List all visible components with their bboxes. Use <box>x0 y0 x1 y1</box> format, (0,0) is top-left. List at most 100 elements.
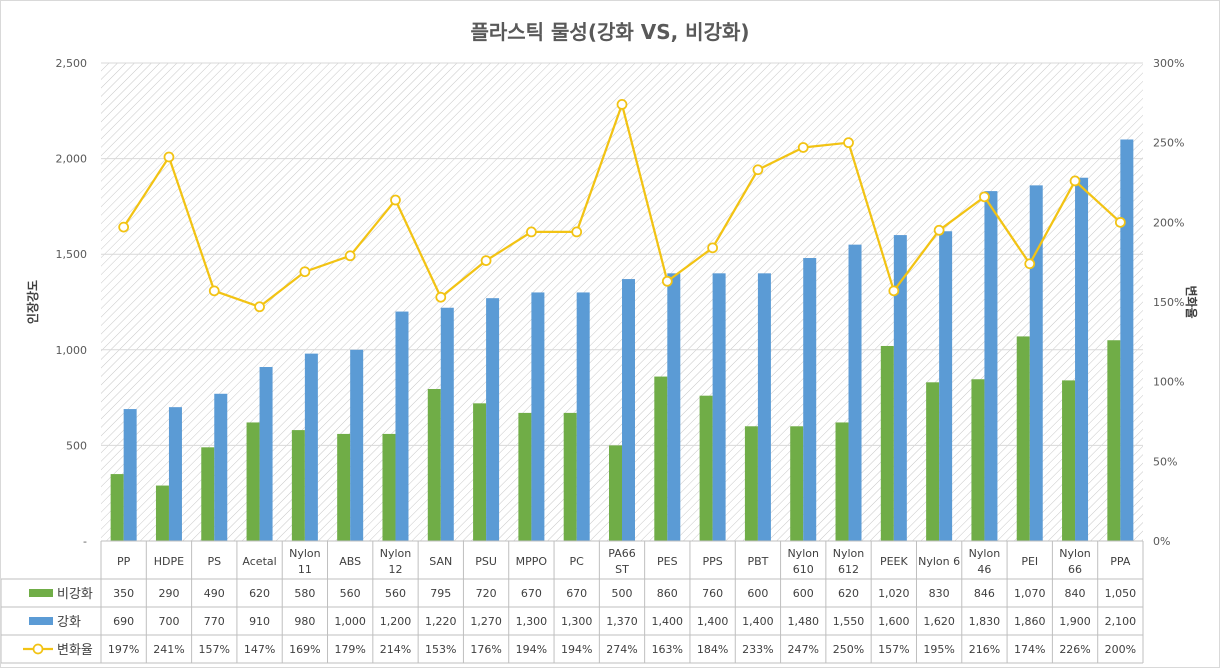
x-tick-label: ST <box>615 563 629 576</box>
y-tick-label: 500 <box>66 439 87 452</box>
bar-unreinforced <box>790 426 804 541</box>
table-cell: 795 <box>430 587 451 600</box>
x-tick-label: PPS <box>702 555 722 568</box>
table-cell: 250% <box>833 643 864 656</box>
table-cell: 670 <box>521 587 542 600</box>
table-cell: 770 <box>204 615 225 628</box>
table-cell: 214% <box>380 643 411 656</box>
bar-reinforced <box>757 273 771 541</box>
table-cell: 1,860 <box>1014 615 1046 628</box>
bar-reinforced <box>531 292 545 541</box>
chart-title: 플라스틱 물성(강화 VS, 비강화) <box>470 20 749 44</box>
x-tick-label: 610 <box>793 563 814 576</box>
table-cell: 169% <box>289 643 320 656</box>
x-tick-label: PES <box>657 555 678 568</box>
table-cell: 147% <box>244 643 275 656</box>
table-cell: 195% <box>923 643 954 656</box>
change-rate-point <box>752 164 764 176</box>
change-rate-point <box>888 285 900 297</box>
change-rate-point <box>661 275 673 287</box>
table-cell: 1,020 <box>878 587 910 600</box>
x-tick-label: Nylon <box>833 547 865 560</box>
x-tick-label: PEI <box>1021 555 1038 568</box>
bar-reinforced <box>350 349 364 541</box>
table-cell: 600 <box>747 587 768 600</box>
bar-reinforced <box>667 273 681 541</box>
table-cell: 157% <box>878 643 909 656</box>
table-cell: 910 <box>249 615 270 628</box>
bar-unreinforced <box>1016 336 1030 541</box>
bar-unreinforced <box>382 433 396 541</box>
x-tick-label: PC <box>570 555 585 568</box>
legend-key-marker <box>32 643 44 655</box>
bar-unreinforced <box>880 345 894 541</box>
x-tick-label: PA66 <box>608 547 635 560</box>
table-cell: 274% <box>606 643 637 656</box>
table-cell: 1,220 <box>425 615 457 628</box>
change-rate-point <box>843 137 854 149</box>
table-cell: 1,070 <box>1014 587 1046 600</box>
bar-unreinforced <box>699 395 713 541</box>
x-tick-label: 46 <box>977 563 991 576</box>
bar-reinforced <box>622 279 635 541</box>
bar-reinforced <box>848 244 862 541</box>
bar-reinforced <box>123 409 137 541</box>
bar-unreinforced <box>1062 380 1076 541</box>
change-rate-point <box>480 255 492 266</box>
table-cell: 560 <box>385 587 406 600</box>
table-cell: 1,300 <box>561 615 593 628</box>
x-tick-label: PS <box>207 555 221 568</box>
bar-reinforced <box>440 307 454 541</box>
table-cell: 184% <box>697 643 728 656</box>
bar-unreinforced <box>473 403 487 541</box>
table-cell: 179% <box>334 643 365 656</box>
bar-unreinforced <box>971 379 985 541</box>
change-rate-point <box>118 221 130 233</box>
y-tick-label: - <box>83 535 87 548</box>
legend-label: 강화 <box>57 615 81 630</box>
bar-unreinforced <box>155 485 169 541</box>
bar-reinforced <box>893 235 907 541</box>
x-tick-label: Acetal <box>242 555 276 568</box>
bar-unreinforced <box>291 430 305 541</box>
legend-key-unreinforced <box>29 589 53 597</box>
x-tick-label: Nylon <box>787 547 819 560</box>
table-cell: 197% <box>108 643 139 656</box>
table-cell: 760 <box>702 587 723 600</box>
change-rate-point <box>1024 258 1036 270</box>
bar-unreinforced <box>201 447 215 541</box>
change-rate-point <box>390 194 401 206</box>
x-tick-label: HDPE <box>154 555 184 568</box>
table-cell: 690 <box>113 615 134 628</box>
table-cell: 580 <box>294 587 315 600</box>
table-cell: 290 <box>158 587 179 600</box>
table-cell: 163% <box>652 643 683 656</box>
y2-tick-label: 50% <box>1153 455 1177 468</box>
table-cell: 1,270 <box>470 615 502 628</box>
change-rate-point <box>208 285 220 297</box>
bar-reinforced <box>168 407 182 541</box>
table-cell: 830 <box>929 587 950 600</box>
bar-reinforced <box>712 273 726 541</box>
bar-unreinforced <box>926 382 940 541</box>
change-rate-point <box>526 226 537 238</box>
table-cell: 840 <box>1065 587 1086 600</box>
table-cell: 194% <box>561 643 592 656</box>
table-cell: 860 <box>657 587 678 600</box>
table-cell: 1,620 <box>923 615 955 628</box>
change-rate-point <box>435 291 447 303</box>
x-tick-label: PEEK <box>880 555 909 568</box>
bar-reinforced <box>984 191 998 541</box>
table-cell: 1,300 <box>516 615 548 628</box>
change-rate-point <box>1069 175 1081 187</box>
table-cell: 1,200 <box>380 615 412 628</box>
table-cell: 157% <box>199 643 230 656</box>
bar-reinforced <box>576 292 590 541</box>
table-cell: 1,400 <box>697 615 729 628</box>
x-tick-label: Nylon <box>380 547 412 560</box>
table-cell: 670 <box>566 587 587 600</box>
table-cell: 233% <box>742 643 773 656</box>
y2-axis-title: 변화율 <box>1184 285 1199 318</box>
